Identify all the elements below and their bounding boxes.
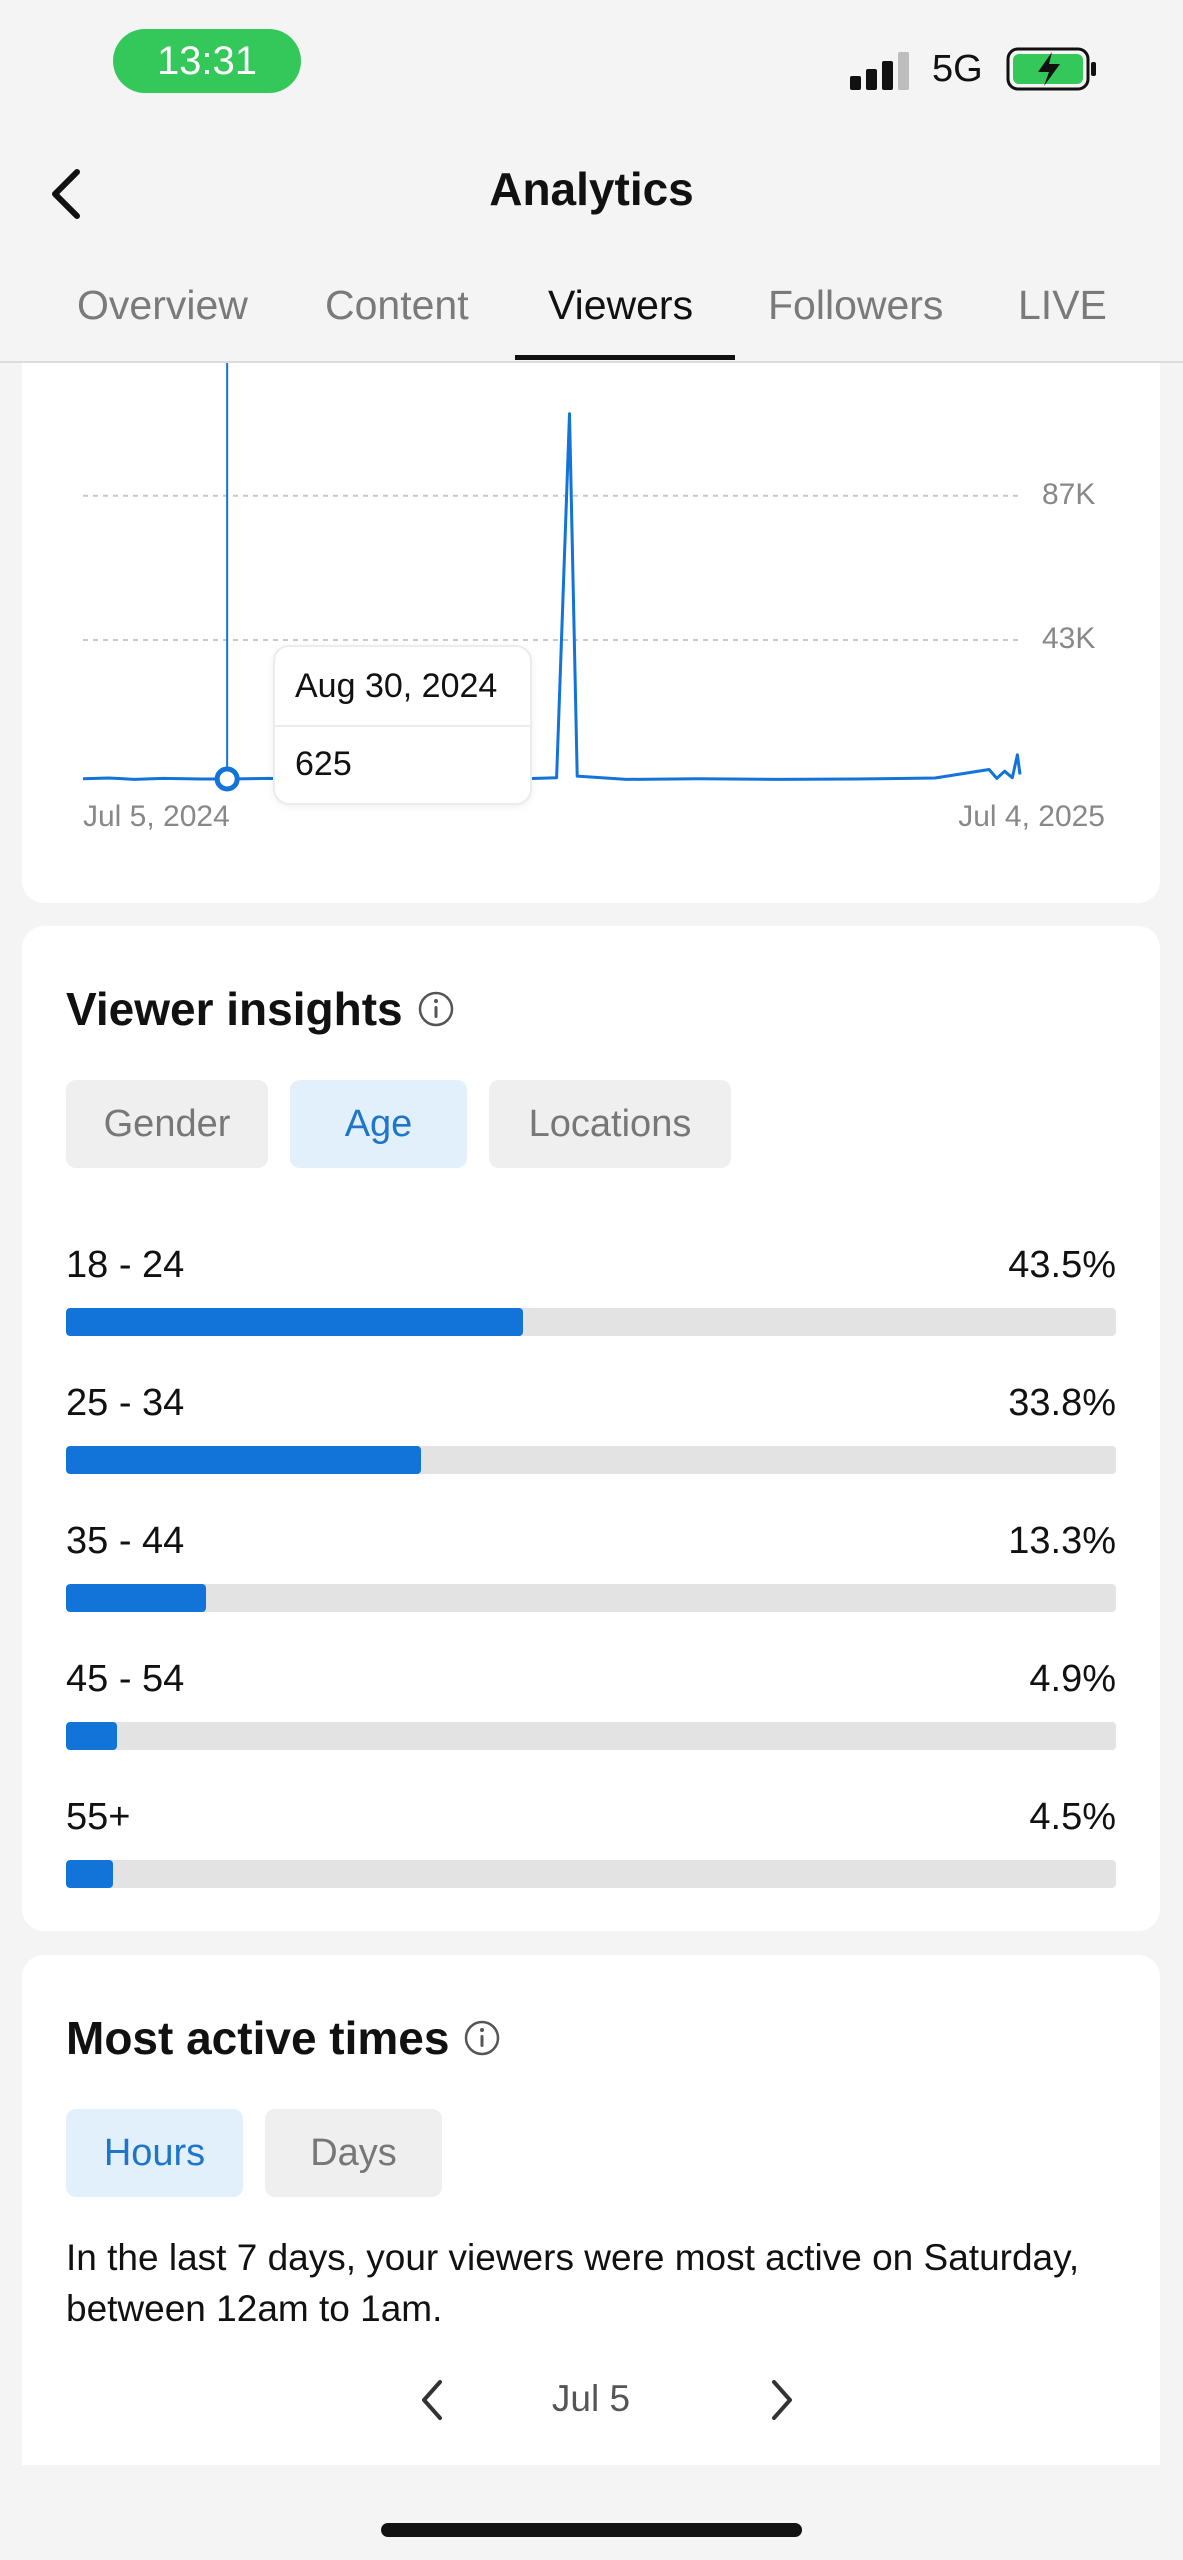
- active-times-description: In the last 7 days, your viewers were mo…: [66, 2237, 1080, 2329]
- chevron-left-icon: [422, 2380, 442, 2420]
- age-bar-track: [66, 1860, 1116, 1888]
- viewer-insights-card: Viewer insights Gender Age Locations 18 …: [22, 926, 1160, 1931]
- age-percent: 4.9%: [1029, 1658, 1116, 1700]
- age-row-25-34: 25 - 34 33.8%: [66, 1382, 1116, 1482]
- status-bar: 13:31 5G: [0, 0, 1183, 140]
- age-percent: 43.5%: [1008, 1244, 1116, 1286]
- page-title: Analytics: [489, 163, 694, 215]
- age-bar-track: [66, 1584, 1116, 1612]
- filter-age[interactable]: Age: [290, 1080, 467, 1168]
- age-label: 45 - 54: [66, 1658, 185, 1700]
- age-label: 18 - 24: [66, 1244, 185, 1286]
- tab-overview[interactable]: Overview: [77, 282, 248, 328]
- age-bar-track: [66, 1308, 1116, 1336]
- tooltip-value: 625: [295, 745, 352, 783]
- age-bar-fill: [66, 1722, 118, 1750]
- viewers-chart-card: 43K87K131K Aug 30, 2024 625 Jul 5, 2024 …: [22, 320, 1160, 903]
- age-percent: 33.8%: [1008, 1382, 1116, 1424]
- tooltip-date: Aug 30, 2024: [295, 667, 498, 705]
- age-bar-track: [66, 1446, 1116, 1474]
- filter-hours[interactable]: Hours: [66, 2109, 243, 2197]
- age-percent: 13.3%: [1008, 1520, 1116, 1562]
- back-button[interactable]: [30, 154, 100, 234]
- tab-viewers[interactable]: Viewers: [548, 282, 694, 328]
- signal-icon: [850, 52, 909, 90]
- filter-days[interactable]: Days: [265, 2109, 442, 2197]
- tab-followers[interactable]: Followers: [768, 282, 944, 328]
- most-active-times-title: Most active times: [66, 2011, 501, 2065]
- viewer-insights-title-text: Viewer insights: [66, 983, 403, 1035]
- analytics-tabs: Overview Content Viewers Followers LIVE: [0, 260, 1183, 363]
- age-bar-fill: [66, 1584, 206, 1612]
- age-label: 55+: [66, 1796, 131, 1838]
- info-icon[interactable]: [417, 990, 455, 1028]
- age-bar-fill: [66, 1860, 114, 1888]
- app-header: Analytics: [0, 140, 1183, 260]
- chart-tooltip: Aug 30, 2024 625: [273, 645, 532, 805]
- age-row-18-24: 18 - 24 43.5%: [66, 1244, 1116, 1344]
- age-row-45-54: 45 - 54 4.9%: [66, 1658, 1116, 1758]
- most-active-times-title-text: Most active times: [66, 2012, 450, 2064]
- age-bar-fill: [66, 1446, 421, 1474]
- age-row-55-plus: 55+ 4.5%: [66, 1796, 1116, 1896]
- chevron-right-icon: [772, 2380, 792, 2420]
- date-navigator: Jul 5: [22, 2360, 1160, 2440]
- y-tick-label: 87K: [1042, 477, 1096, 511]
- age-label: 35 - 44: [66, 1520, 185, 1562]
- status-time[interactable]: 13:31: [113, 29, 301, 93]
- filter-locations[interactable]: Locations: [489, 1080, 731, 1168]
- next-date-button[interactable]: [752, 2370, 812, 2430]
- filter-gender[interactable]: Gender: [66, 1080, 268, 1168]
- home-indicator[interactable]: [381, 2523, 802, 2537]
- age-bar-track: [66, 1722, 1116, 1750]
- most-active-times-card: Most active times Hours Days In the last…: [22, 1955, 1160, 2465]
- tab-live[interactable]: LIVE: [1018, 282, 1107, 328]
- chevron-left-icon: [52, 169, 80, 219]
- age-label: 25 - 34: [66, 1382, 185, 1424]
- age-row-35-44: 35 - 44 13.3%: [66, 1520, 1116, 1620]
- tab-content[interactable]: Content: [325, 282, 469, 328]
- x-axis-end-label: Jul 4, 2025: [958, 800, 1105, 833]
- y-tick-label: 43K: [1042, 622, 1096, 655]
- chart-highlight-point[interactable]: [214, 766, 240, 792]
- network-label: 5G: [932, 48, 983, 90]
- x-axis-start-label: Jul 5, 2024: [83, 800, 230, 833]
- age-bar-fill: [66, 1308, 523, 1336]
- tab-active-underline: [515, 355, 735, 360]
- viewer-insights-title: Viewer insights: [66, 982, 455, 1036]
- age-percent: 4.5%: [1029, 1796, 1116, 1838]
- battery-charging-icon: [1006, 47, 1096, 91]
- current-date: Jul 5: [551, 2378, 631, 2419]
- info-icon[interactable]: [463, 2019, 501, 2057]
- viewers-series-line: [82, 412, 1022, 781]
- tooltip-divider: [275, 725, 530, 727]
- previous-date-button[interactable]: [402, 2370, 462, 2430]
